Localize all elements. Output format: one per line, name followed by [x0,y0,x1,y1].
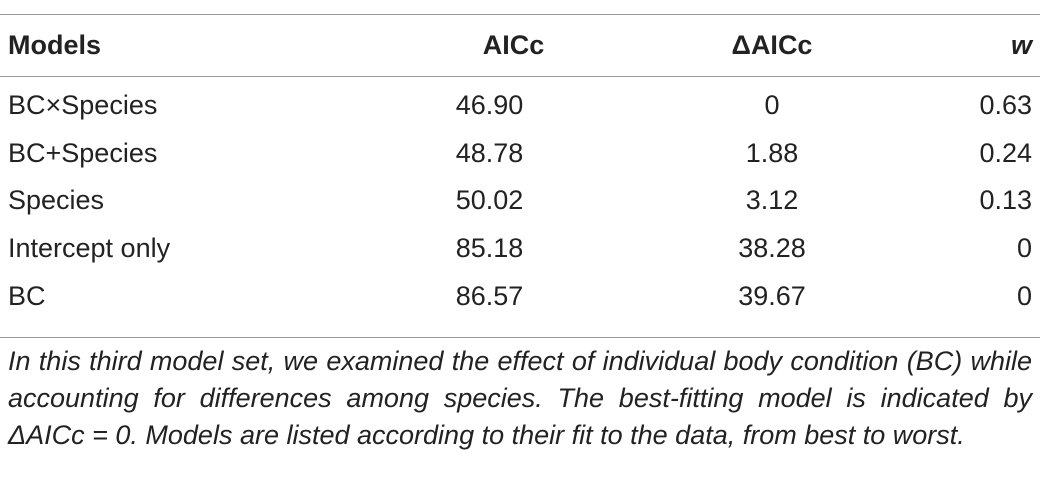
cell-weight: 0 [1016,280,1032,311]
cell-model: BC [8,280,46,311]
cell-aicc: 86.57 [455,280,524,311]
table-row: BC 86.57 39.67 0 [0,272,1040,320]
cell-weight: 0 [1016,233,1032,264]
model-selection-table: Models AICc ΔAICc w BC×Species 46.90 0 0… [0,15,1040,320]
cell-model: Intercept only [8,233,171,264]
table-caption: In this third model set, we examined the… [8,346,1032,450]
cell-delta-aicc: 39.67 [738,280,806,311]
table-row: Intercept only 85.18 38.28 0 [0,225,1040,273]
header-weight: w [1010,30,1032,60]
header-delta-aicc: ΔAICc [731,30,813,60]
cell-delta-aicc: 3.12 [745,185,799,216]
table-header-rule [0,76,1040,77]
cell-weight: 0.63 [979,90,1032,121]
cell-model: BC+Species [8,137,158,168]
table-top-rule [0,14,1040,15]
cell-weight: 0.13 [979,185,1032,216]
table-header-row: Models AICc ΔAICc w [0,15,1040,76]
cell-model: BC×Species [8,90,158,121]
cell-aicc: 85.18 [455,233,524,264]
table-bottom-rule [0,337,1040,338]
cell-delta-aicc: 38.28 [738,233,806,264]
table-row: Species 50.02 3.12 0.13 [0,177,1040,225]
cell-weight: 0.24 [979,137,1032,168]
cell-aicc: 50.02 [455,185,524,216]
cell-delta-aicc: 1.88 [745,137,799,168]
table-row: BC+Species 48.78 1.88 0.24 [0,130,1040,178]
cell-model: Species [8,185,105,216]
header-models: Models [8,30,102,60]
cell-delta-aicc: 0 [764,90,780,121]
table-row: BC×Species 46.90 0 0.63 [0,76,1040,130]
header-aicc: AICc [482,30,545,60]
cell-aicc: 48.78 [455,137,524,168]
cell-aicc: 46.90 [455,90,524,121]
